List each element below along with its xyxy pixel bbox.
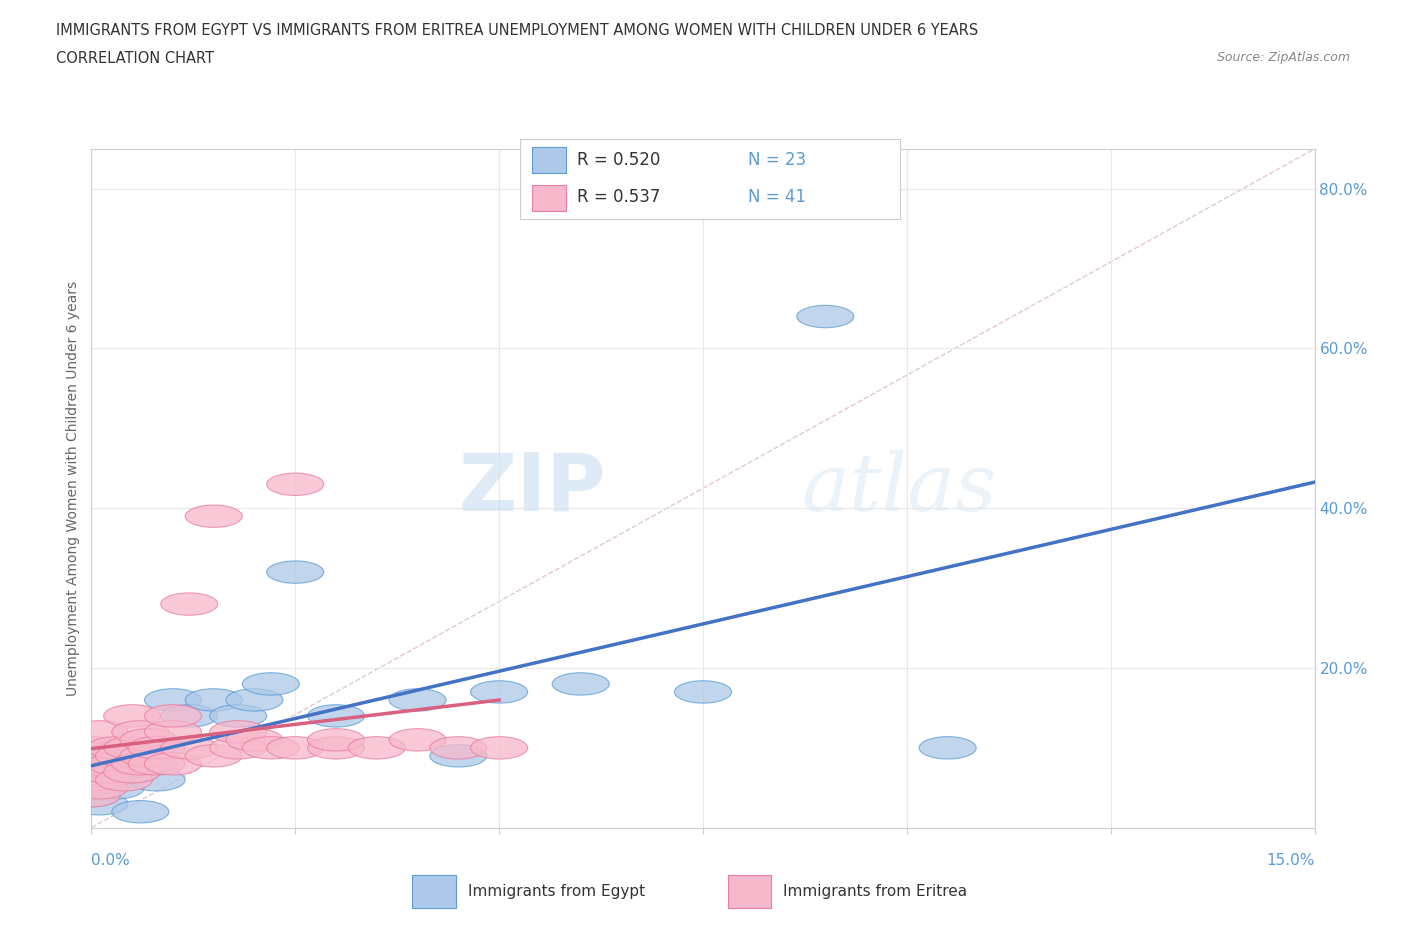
- Ellipse shape: [308, 737, 364, 759]
- FancyBboxPatch shape: [412, 875, 456, 909]
- Ellipse shape: [226, 729, 283, 751]
- Ellipse shape: [63, 785, 120, 807]
- Ellipse shape: [128, 737, 186, 759]
- Ellipse shape: [308, 705, 364, 727]
- Ellipse shape: [104, 737, 160, 759]
- Ellipse shape: [70, 752, 128, 775]
- Text: CORRELATION CHART: CORRELATION CHART: [56, 51, 214, 66]
- Text: R = 0.520: R = 0.520: [578, 151, 661, 169]
- Ellipse shape: [96, 745, 152, 767]
- Text: Immigrants from Egypt: Immigrants from Egypt: [468, 884, 645, 899]
- Ellipse shape: [186, 745, 242, 767]
- Ellipse shape: [128, 768, 186, 790]
- Ellipse shape: [471, 681, 527, 703]
- Ellipse shape: [63, 785, 120, 807]
- Ellipse shape: [430, 737, 486, 759]
- FancyBboxPatch shape: [531, 184, 565, 211]
- Ellipse shape: [112, 721, 169, 743]
- Ellipse shape: [63, 768, 120, 790]
- Ellipse shape: [145, 689, 201, 711]
- Ellipse shape: [209, 737, 267, 759]
- Ellipse shape: [112, 752, 169, 775]
- Ellipse shape: [145, 705, 201, 727]
- Ellipse shape: [389, 729, 446, 751]
- Text: Source: ZipAtlas.com: Source: ZipAtlas.com: [1216, 51, 1350, 64]
- Ellipse shape: [209, 705, 267, 727]
- FancyBboxPatch shape: [531, 147, 565, 174]
- Ellipse shape: [70, 777, 128, 799]
- Text: R = 0.537: R = 0.537: [578, 188, 661, 206]
- Ellipse shape: [87, 737, 145, 759]
- Text: IMMIGRANTS FROM EGYPT VS IMMIGRANTS FROM ERITREA UNEMPLOYMENT AMONG WOMEN WITH C: IMMIGRANTS FROM EGYPT VS IMMIGRANTS FROM…: [56, 23, 979, 38]
- Ellipse shape: [120, 745, 177, 767]
- Ellipse shape: [267, 561, 323, 583]
- Ellipse shape: [267, 737, 323, 759]
- Ellipse shape: [920, 737, 976, 759]
- Ellipse shape: [389, 689, 446, 711]
- Ellipse shape: [471, 737, 527, 759]
- Text: 0.0%: 0.0%: [91, 853, 131, 868]
- Ellipse shape: [242, 672, 299, 695]
- Ellipse shape: [349, 737, 405, 759]
- Ellipse shape: [104, 761, 160, 783]
- Ellipse shape: [87, 777, 145, 799]
- Ellipse shape: [226, 689, 283, 711]
- Ellipse shape: [104, 761, 160, 783]
- Ellipse shape: [160, 737, 218, 759]
- Ellipse shape: [79, 768, 136, 790]
- Text: Immigrants from Eritrea: Immigrants from Eritrea: [783, 884, 967, 899]
- Ellipse shape: [430, 745, 486, 767]
- Ellipse shape: [112, 801, 169, 823]
- Ellipse shape: [120, 729, 177, 751]
- Ellipse shape: [797, 305, 853, 327]
- Ellipse shape: [79, 745, 136, 767]
- Ellipse shape: [70, 721, 128, 743]
- Text: N = 41: N = 41: [748, 188, 806, 206]
- Ellipse shape: [70, 792, 128, 815]
- Ellipse shape: [63, 752, 120, 775]
- Ellipse shape: [308, 729, 364, 751]
- Ellipse shape: [267, 473, 323, 496]
- Ellipse shape: [160, 593, 218, 616]
- Ellipse shape: [186, 689, 242, 711]
- Ellipse shape: [242, 737, 299, 759]
- Text: 15.0%: 15.0%: [1267, 853, 1315, 868]
- Ellipse shape: [120, 752, 177, 775]
- Ellipse shape: [209, 721, 267, 743]
- Ellipse shape: [186, 505, 242, 527]
- Ellipse shape: [145, 752, 201, 775]
- Y-axis label: Unemployment Among Women with Children Under 6 years: Unemployment Among Women with Children U…: [66, 281, 80, 696]
- Ellipse shape: [63, 737, 120, 759]
- Ellipse shape: [96, 768, 152, 790]
- Ellipse shape: [145, 721, 201, 743]
- Ellipse shape: [160, 705, 218, 727]
- Ellipse shape: [675, 681, 731, 703]
- Ellipse shape: [128, 752, 186, 775]
- FancyBboxPatch shape: [728, 875, 770, 909]
- Ellipse shape: [104, 705, 160, 727]
- Text: ZIP: ZIP: [458, 449, 605, 527]
- Ellipse shape: [79, 761, 136, 783]
- Text: N = 23: N = 23: [748, 151, 806, 169]
- Ellipse shape: [87, 752, 145, 775]
- Text: atlas: atlas: [801, 449, 997, 527]
- Ellipse shape: [553, 672, 609, 695]
